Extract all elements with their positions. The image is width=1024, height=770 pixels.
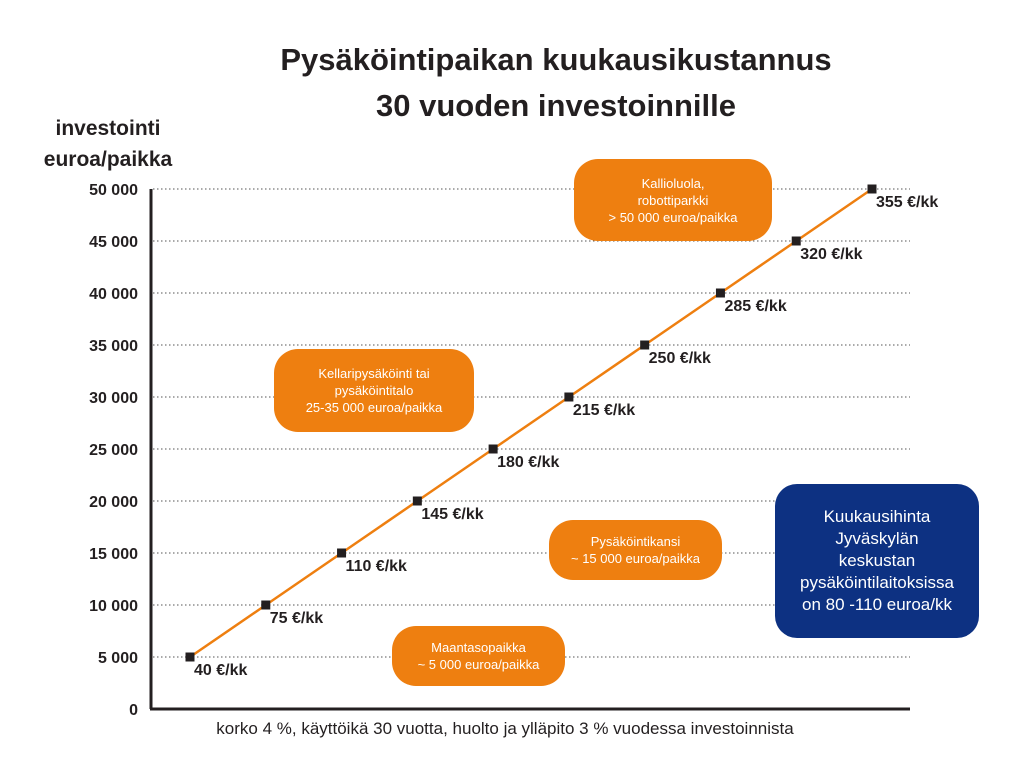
y-tick-labels: 0 5 000 10 000 15 000 20 000 25 000 30 000 35 0… — [89, 182, 138, 719]
footnote: korko 4 %, käyttöikä 30 vuotta, huolto j… — [216, 719, 794, 738]
point-labels: 40 €/kk 75 €/kk 110 €/kk 145 €/kk 180 €/kk 21… — [194, 194, 938, 679]
chart-title-line-2: 30 vuoden investoinnille — [376, 88, 736, 123]
data-point-marker — [640, 340, 650, 350]
data-point-label: 75 €/kk — [270, 610, 323, 627]
annotation-line: robottiparkki — [637, 192, 709, 208]
y-tick-label: 30 000 — [89, 390, 138, 407]
y-tick-label: 45 000 — [89, 234, 138, 251]
data-point-label: 180 €/kk — [497, 454, 559, 471]
y-tick-label: 40 000 — [89, 286, 138, 303]
annotation-line: on 80 -110 euroa/kk — [802, 595, 952, 614]
y-tick-label: 0 — [129, 702, 138, 719]
series-line — [189, 187, 873, 659]
y-axis-label-line-1: investointi — [55, 117, 160, 140]
data-point-label: 145 €/kk — [421, 506, 483, 523]
y-tick-label: 5 000 — [98, 650, 138, 667]
annotation-cave-parking: Kallioluola, robottiparkki > 50 000 euroa/… — [574, 159, 772, 241]
annotation-surface-parking: Maantasopaikka ~ 5 000 euroa/paikka — [392, 626, 565, 686]
annotation-line: Pysäköintikansi — [590, 534, 681, 549]
data-point-label: 110 €/kk — [346, 558, 408, 575]
annotation-line: Kellaripysäköinti tai — [318, 366, 430, 381]
annotation-line: ~ 15 000 euroa/paikka — [570, 551, 701, 566]
y-tick-label: 25 000 — [89, 442, 138, 459]
y-tick-label: 20 000 — [89, 494, 138, 511]
annotation-line: pysäköintilaitoksissa — [799, 573, 954, 592]
annotation-line: Kallioluola, — [641, 175, 705, 191]
data-point-label: 40 €/kk — [194, 662, 247, 679]
data-point-marker — [412, 496, 422, 506]
data-point-label: 285 €/kk — [724, 298, 786, 315]
annotation-line: > 50 000 euroa/paikka — [608, 209, 738, 225]
data-point-marker — [261, 600, 271, 610]
y-tick-label: 50 000 — [89, 182, 138, 199]
data-point-marker — [337, 548, 347, 558]
data-point-marker — [488, 444, 498, 454]
y-tick-label: 15 000 — [89, 546, 138, 563]
annotation-line: Jyväskylän — [835, 529, 919, 548]
data-point-marker — [867, 184, 877, 194]
series-markers — [185, 184, 877, 662]
annotation-monthly-price: Kuukausihinta Jyväskylän keskustan pysäköin… — [775, 484, 979, 638]
annotation-line: ~ 5 000 euroa/paikka — [417, 657, 540, 672]
annotation-line: 25-35 000 euroa/paikka — [305, 400, 443, 415]
annotation-line: keskustan — [838, 551, 916, 570]
data-point-marker — [564, 392, 574, 402]
data-point-label: 215 €/kk — [573, 402, 635, 419]
data-point-label: 355 €/kk — [876, 194, 938, 211]
data-point-marker — [185, 652, 195, 662]
chart-title-line-1: Pysäköintipaikan kuukausikustannus — [280, 42, 831, 77]
annotation-line: pysäköintitalo — [334, 383, 414, 398]
annotation-parking-deck: Pysäköintikansi ~ 15 000 euroa/paikka — [549, 520, 722, 580]
annotation-line: Kuukausihinta — [823, 507, 931, 526]
data-point-label: 320 €/kk — [800, 246, 862, 263]
y-tick-label: 10 000 — [89, 598, 138, 615]
annotation-line: Maantasopaikka — [431, 640, 526, 655]
data-point-marker — [791, 236, 801, 246]
y-axis-label-line-2: euroa/paikka — [44, 148, 173, 171]
y-tick-label: 35 000 — [89, 338, 138, 355]
data-point-label: 250 €/kk — [649, 350, 711, 367]
annotation-basement-parking: Kellaripysäköinti tai pysäköintitalo 25-35… — [274, 349, 474, 432]
data-point-marker — [715, 288, 725, 298]
